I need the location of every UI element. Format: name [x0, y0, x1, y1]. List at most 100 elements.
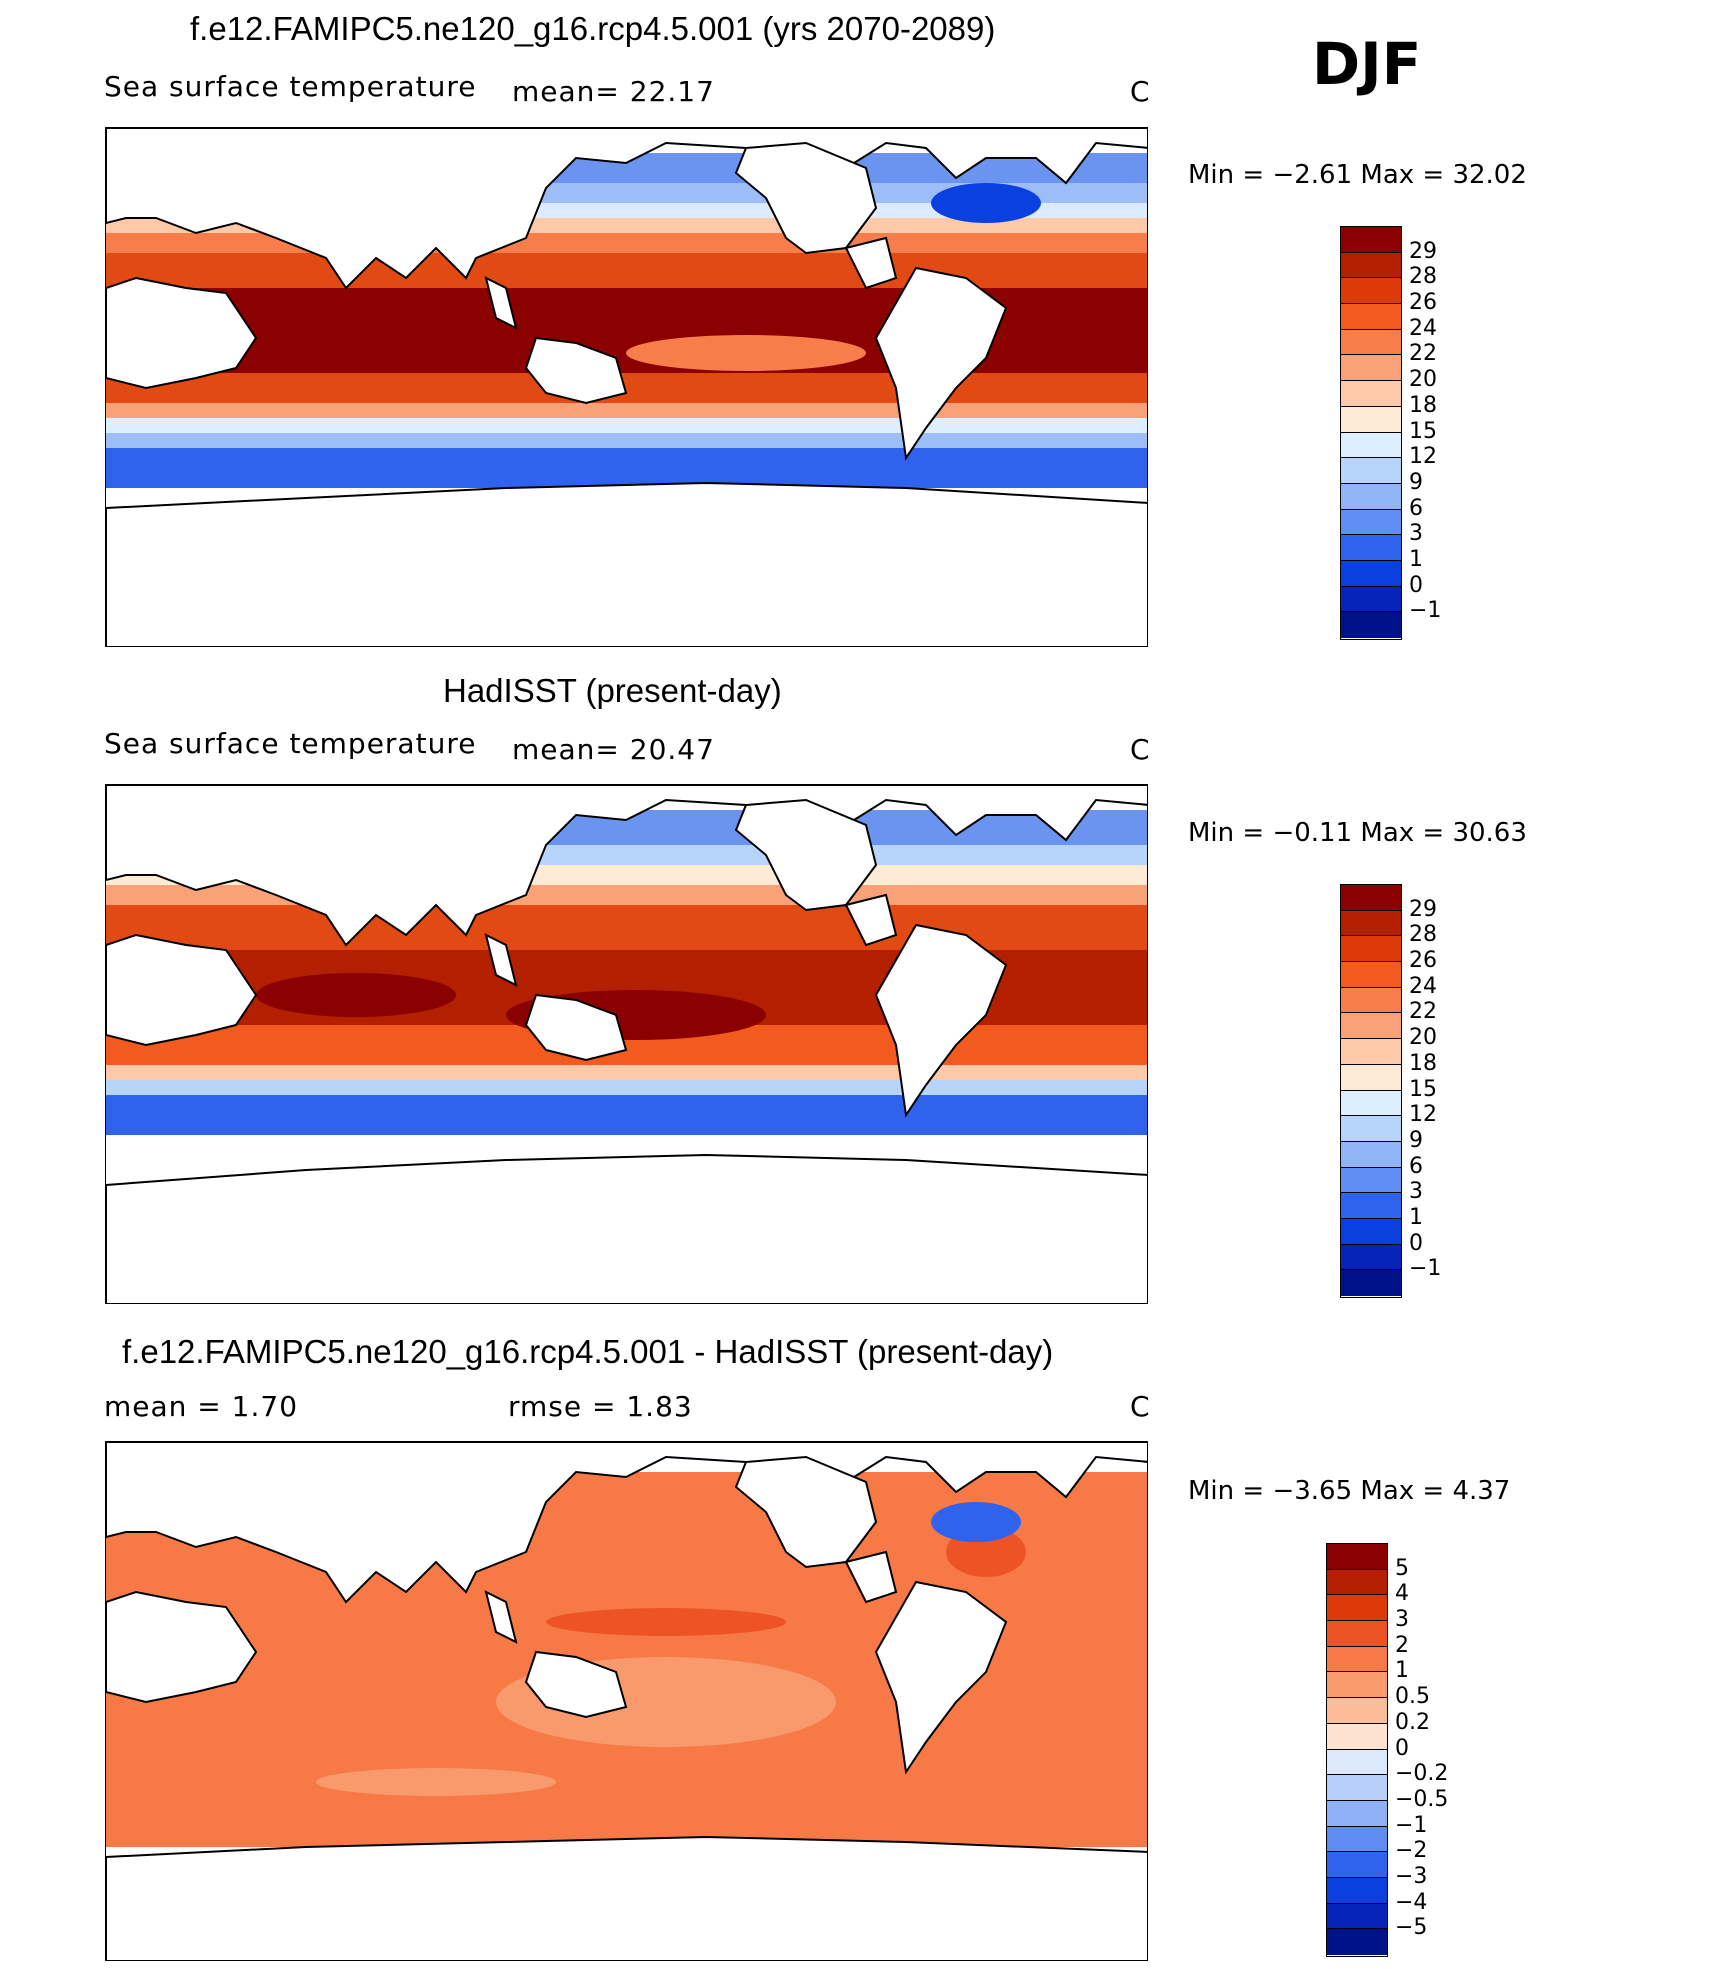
colorbar-tick-label: 28 [1409, 264, 1437, 290]
colorbar-tick-label: 0 [1409, 1230, 1423, 1256]
colorbar-tick-label: 3 [1409, 1179, 1423, 1205]
colorbar-tick-label: −5 [1395, 1915, 1428, 1941]
colorbar-tick-label: 12 [1409, 1102, 1437, 1128]
colorbar-swatch [1341, 1039, 1401, 1065]
colorbar-tick-label: −1 [1409, 598, 1442, 624]
colorbar-swatch [1327, 1800, 1387, 1827]
colorbar-tick-label: 0.2 [1395, 1709, 1430, 1735]
colorbar-swatch [1327, 1775, 1387, 1801]
colorbar-tick-label: 0 [1395, 1735, 1409, 1761]
colorbar-tick-label: 0 [1409, 572, 1423, 598]
panel3-title: f.e12.FAMIPC5.ne120_g16.rcp4.5.001 - Had… [122, 1333, 1054, 1370]
panel1-title: f.e12.FAMIPC5.ne120_g16.rcp4.5.001 (yrs … [190, 10, 996, 47]
colorbar-swatch [1341, 432, 1401, 459]
colorbar-swatch [1341, 278, 1401, 305]
colorbar-swatch [1341, 1141, 1401, 1168]
colorbar-tick-label: −1 [1409, 1256, 1442, 1282]
panel1-colorbar [1340, 226, 1402, 640]
panel1-field-label: Sea surface temperature [104, 70, 477, 103]
colorbar-swatch [1341, 936, 1401, 963]
colorbar-swatch [1327, 1749, 1387, 1776]
panel2-title: HadISST (present-day) [443, 672, 782, 709]
colorbar-tick-label: 20 [1409, 1025, 1437, 1051]
panel2-field-label: Sea surface temperature [104, 727, 477, 760]
colorbar-swatch [1327, 1903, 1387, 1930]
colorbar-tick-label: 12 [1409, 444, 1437, 470]
colorbar-swatch [1341, 885, 1401, 911]
colorbar-swatch [1341, 1116, 1401, 1142]
panel2-colorbar-swatches [1341, 885, 1401, 1297]
panel3-minmax: Min = −3.65 Max = 4.37 [1188, 1476, 1511, 1506]
colorbar-swatch [1327, 1672, 1387, 1699]
colorbar-tick-label: 18 [1409, 1050, 1437, 1076]
panel2-mean-label: mean= 20.47 [512, 733, 715, 766]
panel1-map [105, 127, 1148, 647]
colorbar-swatch [1327, 1826, 1387, 1853]
panel3-colorbar [1326, 1543, 1388, 1957]
colorbar-swatch [1341, 1013, 1401, 1040]
colorbar-swatch [1327, 1723, 1387, 1750]
colorbar-tick-label: 1 [1409, 546, 1423, 572]
colorbar-swatch [1341, 987, 1401, 1014]
panel1-unit: C [1130, 75, 1151, 108]
colorbar-swatch [1341, 458, 1401, 484]
colorbar-tick-label: 18 [1409, 392, 1437, 418]
panel3-unit: C [1130, 1390, 1151, 1423]
colorbar-tick-label: 20 [1409, 367, 1437, 393]
panel2-colorbar [1340, 884, 1402, 1298]
panel3-coastlines [106, 1442, 1147, 1960]
colorbar-tick-label: −4 [1395, 1889, 1428, 1915]
colorbar-swatch [1341, 252, 1401, 279]
colorbar-swatch [1341, 1167, 1401, 1194]
colorbar-swatch [1327, 1595, 1387, 1622]
colorbar-swatch [1341, 1193, 1401, 1219]
colorbar-tick-label: 3 [1409, 521, 1423, 547]
colorbar-tick-label: 26 [1409, 948, 1437, 974]
colorbar-tick-label: 3 [1395, 1607, 1409, 1633]
panel3-mean-label: mean = 1.70 [104, 1390, 299, 1423]
colorbar-swatch [1341, 535, 1401, 561]
colorbar-swatch [1341, 329, 1401, 356]
colorbar-swatch [1341, 355, 1401, 382]
colorbar-tick-label: 6 [1409, 495, 1423, 521]
panel1-minmax: Min = −2.61 Max = 32.02 [1188, 160, 1527, 190]
colorbar-swatch [1341, 910, 1401, 937]
colorbar-tick-label: 29 [1409, 238, 1437, 264]
colorbar-tick-label: 1 [1409, 1204, 1423, 1230]
colorbar-swatch [1341, 612, 1401, 638]
colorbar-tick-label: 29 [1409, 896, 1437, 922]
colorbar-swatch [1327, 1698, 1387, 1724]
colorbar-swatch [1327, 1929, 1387, 1955]
colorbar-swatch [1341, 1064, 1401, 1091]
colorbar-tick-label: 24 [1409, 973, 1437, 999]
panel1-coastlines [106, 128, 1147, 646]
colorbar-swatch [1341, 1270, 1401, 1296]
colorbar-tick-label: 0.5 [1395, 1684, 1430, 1710]
panel2-minmax: Min = −0.11 Max = 30.63 [1188, 818, 1527, 848]
colorbar-tick-label: 24 [1409, 315, 1437, 341]
colorbar-swatch [1327, 1877, 1387, 1904]
panel2-coastlines [106, 785, 1147, 1303]
colorbar-swatch [1341, 560, 1401, 587]
colorbar-tick-label: 28 [1409, 922, 1437, 948]
colorbar-tick-label: 22 [1409, 341, 1437, 367]
panel3-rmse-label: rmse = 1.83 [508, 1390, 693, 1423]
colorbar-tick-label: 9 [1409, 1127, 1423, 1153]
colorbar-tick-label: −0.5 [1395, 1786, 1449, 1812]
colorbar-swatch [1327, 1621, 1387, 1647]
colorbar-swatch [1341, 381, 1401, 407]
colorbar-swatch [1341, 1218, 1401, 1245]
colorbar-tick-label: 4 [1395, 1581, 1409, 1607]
colorbar-tick-label: 22 [1409, 999, 1437, 1025]
colorbar-tick-label: −0.2 [1395, 1761, 1449, 1787]
colorbar-tick-label: 6 [1409, 1153, 1423, 1179]
colorbar-swatch [1327, 1544, 1387, 1570]
colorbar-swatch [1341, 227, 1401, 253]
colorbar-swatch [1341, 406, 1401, 433]
colorbar-swatch [1341, 1244, 1401, 1271]
panel3-colorbar-swatches [1327, 1544, 1387, 1956]
panel1-mean-label: mean= 22.17 [512, 75, 715, 108]
colorbar-swatch [1341, 304, 1401, 330]
colorbar-tick-label: −2 [1395, 1838, 1428, 1864]
colorbar-swatch [1327, 1569, 1387, 1596]
